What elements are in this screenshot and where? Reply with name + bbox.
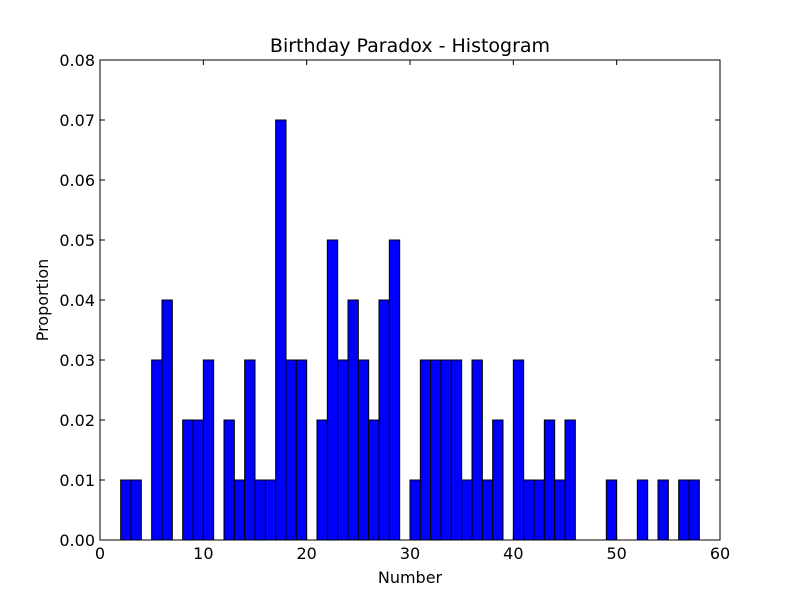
histogram-bar: [161, 299, 173, 541]
histogram-bar: [357, 359, 370, 541]
histogram-bar: [254, 479, 266, 541]
chart-title: Birthday Paradox - Histogram: [270, 35, 550, 57]
histogram-bar: [605, 479, 618, 541]
histogram-bar: [151, 359, 163, 541]
histogram-bar: [182, 419, 194, 541]
histogram-bar: [192, 419, 204, 541]
y-tick-label: 0.02: [59, 411, 95, 430]
histogram-bar: [461, 479, 473, 541]
x-axis: 0 10 20 30 40 50 60: [95, 60, 730, 563]
y-tick-label: 0.00: [59, 531, 95, 550]
histogram-bar: [409, 479, 421, 541]
x-tick-label: 40: [503, 544, 523, 563]
histogram-bar: [564, 419, 576, 541]
y-tick-label: 0.03: [59, 351, 95, 370]
histogram-bar: [326, 239, 339, 541]
histogram-bar: [543, 419, 556, 541]
histogram-bar: [130, 479, 142, 541]
x-tick-label: 0: [95, 544, 105, 563]
x-axis-label: Number: [378, 568, 443, 587]
histogram-bar: [419, 359, 432, 541]
histogram-bar: [512, 359, 525, 541]
histogram-bar: [636, 479, 649, 541]
y-axis: 0.00 0.01 0.02 0.03 0.04 0.05 0.06 0.07 0.08: [59, 51, 720, 550]
histogram-bar: [430, 359, 442, 541]
histogram-bar: [450, 359, 463, 541]
x-tick-label: 50: [606, 544, 626, 563]
histogram-bar: [347, 299, 359, 541]
histogram-bar: [295, 359, 308, 541]
x-tick-label: 60: [710, 544, 730, 563]
y-tick-label: 0.07: [59, 111, 95, 130]
y-tick-label: 0.08: [59, 51, 95, 70]
histogram-bar: [244, 359, 256, 541]
histogram-bar: [285, 359, 297, 541]
histogram-bar: [275, 119, 287, 541]
y-axis-label: Proportion: [33, 259, 52, 342]
x-tick-label: 20: [296, 544, 316, 563]
histogram-bar: [523, 479, 535, 541]
histogram-bar: [202, 359, 215, 541]
y-tick-label: 0.04: [59, 291, 95, 310]
y-tick-label: 0.05: [59, 231, 95, 250]
histogram-bar: [337, 359, 349, 541]
bars-group: [120, 119, 700, 541]
y-tick-label: 0.06: [59, 171, 95, 190]
histogram-bar: [481, 479, 494, 541]
histogram-bar: [378, 299, 390, 541]
histogram-bar: [554, 479, 566, 541]
x-tick-label: 10: [193, 544, 213, 563]
histogram-bar: [471, 359, 483, 541]
histogram-bar: [688, 479, 700, 541]
histogram-bar: [678, 479, 690, 541]
histogram-bar: [264, 479, 277, 541]
histogram-bar: [533, 479, 545, 541]
histogram-bar: [223, 419, 235, 541]
histogram-bar: [120, 479, 132, 541]
histogram-bar: [233, 479, 246, 541]
histogram-bar: [657, 479, 669, 541]
x-tick-label: 30: [400, 544, 420, 563]
histogram-bar: [368, 419, 380, 541]
y-tick-label: 0.01: [59, 471, 95, 490]
histogram-bar: [492, 419, 504, 541]
histogram-bar: [440, 359, 452, 541]
histogram-bar: [316, 419, 328, 541]
histogram-bar: [388, 239, 401, 541]
